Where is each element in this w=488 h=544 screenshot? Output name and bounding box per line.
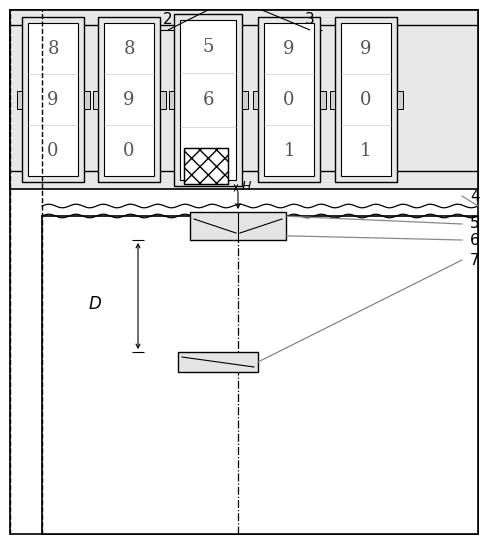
Text: D: D	[89, 295, 102, 313]
Bar	[180, 20, 236, 180]
Bar	[178, 352, 258, 372]
Text: 3: 3	[305, 13, 315, 28]
Bar	[258, 17, 320, 182]
Text: 9: 9	[123, 90, 135, 108]
Text: 8: 8	[47, 40, 59, 58]
Bar	[42, 216, 478, 534]
Bar	[10, 10, 478, 189]
Bar	[264, 23, 314, 176]
Text: 6: 6	[470, 232, 480, 248]
Bar	[174, 14, 242, 186]
Text: 5: 5	[203, 38, 214, 55]
Bar	[184, 148, 228, 184]
Text: 0: 0	[283, 90, 295, 108]
Bar	[17, 90, 22, 108]
Bar	[98, 17, 160, 182]
Bar	[84, 90, 89, 108]
Text: 8: 8	[123, 40, 135, 58]
Bar	[252, 90, 258, 108]
Text: H: H	[242, 180, 251, 193]
Bar	[168, 91, 174, 109]
Text: 0: 0	[47, 141, 59, 159]
Text: 4: 4	[470, 189, 480, 203]
Bar	[341, 23, 391, 176]
Text: 7: 7	[470, 252, 480, 268]
Text: 0: 0	[123, 141, 135, 159]
Text: 0: 0	[360, 90, 372, 108]
Bar	[22, 17, 84, 182]
Text: 1: 1	[360, 141, 372, 159]
Text: 9: 9	[360, 40, 372, 58]
Bar	[184, 148, 228, 184]
Bar	[160, 90, 165, 108]
Bar	[242, 91, 247, 109]
Text: 9: 9	[283, 40, 295, 58]
Bar	[93, 90, 98, 108]
Text: 6: 6	[202, 91, 214, 109]
Text: 1: 1	[283, 141, 295, 159]
Bar	[320, 90, 325, 108]
Bar	[28, 23, 78, 176]
Bar	[335, 17, 397, 182]
Text: 5: 5	[470, 217, 480, 232]
Bar	[329, 90, 335, 108]
Text: 2: 2	[163, 13, 173, 28]
Text: 9: 9	[47, 90, 59, 108]
Bar	[190, 212, 286, 240]
Bar	[397, 90, 403, 108]
Bar	[104, 23, 154, 176]
